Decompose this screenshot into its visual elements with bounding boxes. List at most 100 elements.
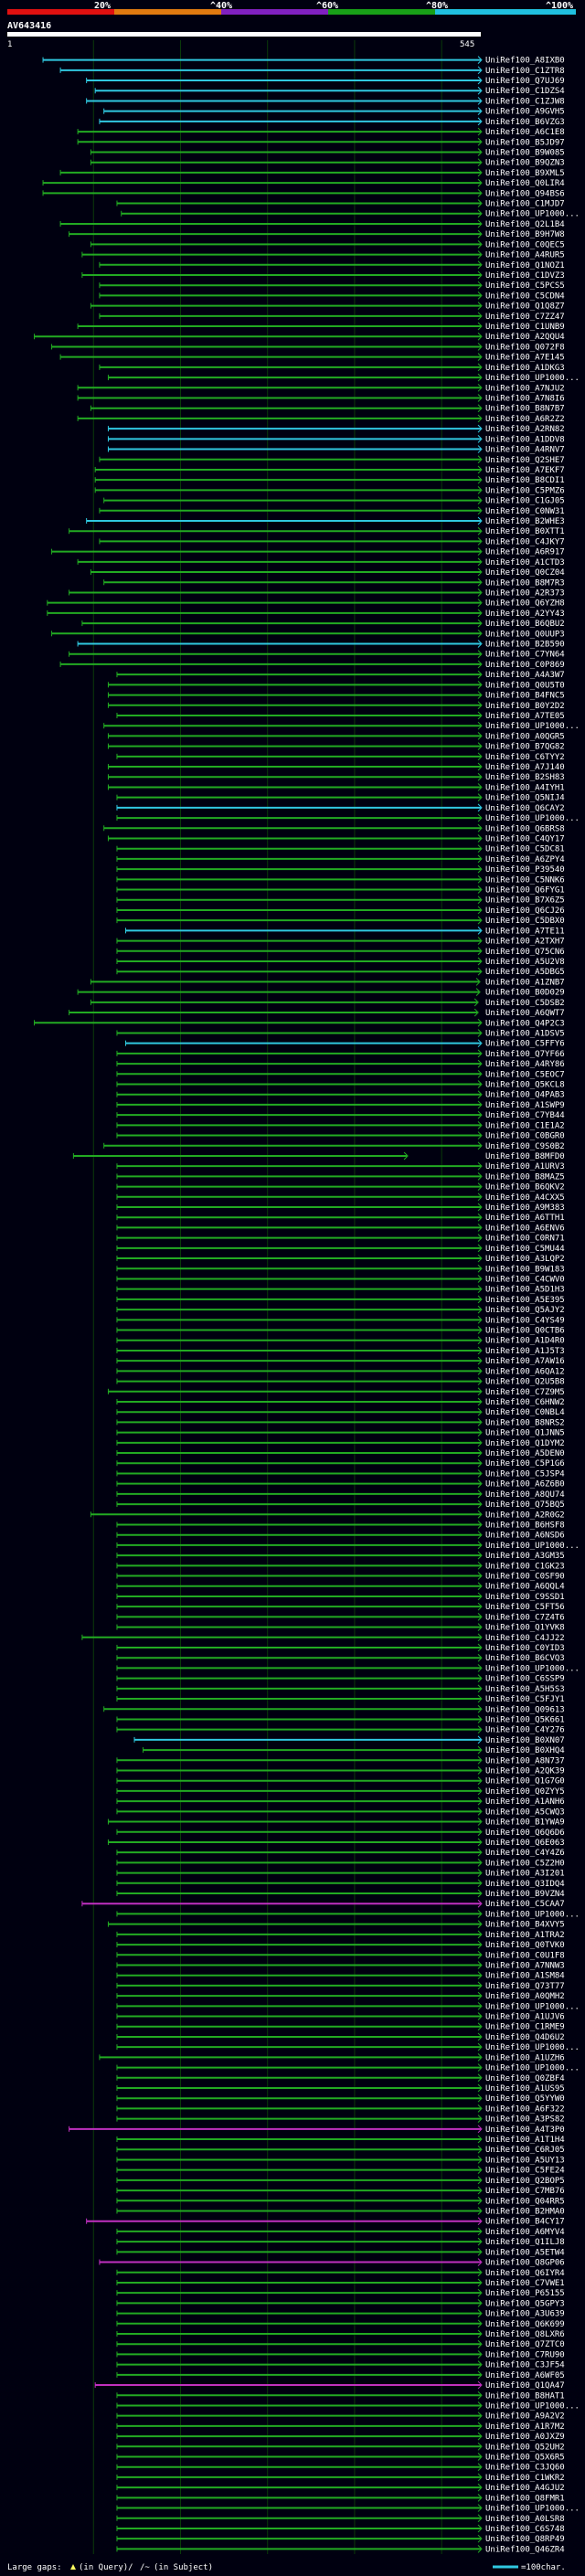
hit-row[interactable]: UniRef100_B4FNC5 (107, 691, 565, 701)
hit-label[interactable]: UniRef100_C1WKR2 (485, 2474, 565, 2483)
hit-row[interactable]: UniRef100_B0Y2D2 (107, 701, 565, 711)
hit-row[interactable]: UniRef100_C5DBX0 (116, 916, 565, 926)
hit-label[interactable]: UniRef100_A5UY13 (485, 2156, 565, 2165)
hit-row[interactable]: UniRef100_C0RN71 (116, 1234, 565, 1244)
hit-row[interactable]: UniRef100_Q5NIJ4 (116, 793, 565, 803)
hit-row[interactable]: UniRef100_B9QZN3 (90, 158, 565, 168)
hit-label[interactable]: UniRef100_A2TXH7 (485, 938, 565, 947)
hit-row[interactable]: UniRef100_Q2BOP5 (116, 2176, 565, 2186)
hit-row[interactable]: UniRef100_B9XML5 (59, 168, 565, 178)
hit-row[interactable]: UniRef100_C1MJD7 (116, 199, 565, 209)
hit-label[interactable]: UniRef100_C0P869 (485, 661, 565, 670)
hit-label[interactable]: UniRef100_B2WHE3 (485, 517, 565, 526)
hit-row[interactable]: UniRef100_B9H7W8 (69, 229, 565, 239)
hit-label[interactable]: UniRef100_A4T3P0 (485, 2125, 565, 2135)
hit-label[interactable]: UniRef100_Q2U5B8 (485, 1378, 565, 1387)
hit-label[interactable]: UniRef100_C5FT56 (485, 1603, 565, 1612)
hit-label[interactable]: UniRef100_Q0LIR4 (485, 179, 565, 188)
hit-label[interactable]: UniRef100_A1D4R0 (485, 1337, 565, 1346)
hit-label[interactable]: UniRef100_C5NNK6 (485, 875, 565, 885)
hit-label[interactable]: UniRef100_Q8LXR6 (485, 2330, 565, 2339)
hit-row[interactable]: UniRef100_Q0CTB6 (116, 1326, 565, 1336)
hit-label[interactable]: UniRef100_UP1000... (485, 210, 580, 219)
hit-row[interactable]: UniRef100_A8QU74 (116, 1489, 565, 1500)
hit-row[interactable]: UniRef100_A5ETW4 (116, 2247, 565, 2257)
hit-label[interactable]: UniRef100_A9A2V2 (485, 2412, 565, 2422)
hit-label[interactable]: UniRef100_C1ZJW8 (485, 97, 565, 106)
hit-label[interactable]: UniRef100_A8QU74 (485, 1490, 565, 1500)
hit-row[interactable]: UniRef100_Q5GPY3 (116, 2299, 565, 2308)
hit-row[interactable]: UniRef100_C5CDN4 (99, 292, 565, 301)
hit-row[interactable]: UniRef100_A2RN82 (107, 424, 565, 434)
hit-label[interactable]: UniRef100_C1DVZ3 (485, 271, 565, 281)
hit-row[interactable]: UniRef100_B8M7R3 (103, 578, 565, 588)
hit-label[interactable]: UniRef100_A1ZNB7 (485, 978, 565, 987)
hit-label[interactable]: UniRef100_A6ENV6 (485, 1224, 565, 1233)
hit-row[interactable]: UniRef100_Q0CZ04 (90, 567, 565, 578)
hit-row[interactable]: UniRef100_A1DKG3 (99, 363, 565, 373)
hit-label[interactable]: UniRef100_C7VWE1 (485, 2279, 565, 2288)
hit-row[interactable]: UniRef100_UP1000... (107, 373, 580, 383)
hit-label[interactable]: UniRef100_A1R7M2 (485, 2422, 565, 2432)
hit-label[interactable]: UniRef100_P39540 (485, 865, 565, 875)
hit-label[interactable]: UniRef100_C3JQ60 (485, 2464, 565, 2473)
hit-row[interactable]: UniRef100_Q0U5T0 (107, 681, 565, 690)
hit-label[interactable]: UniRef100_C7MB76 (485, 2187, 565, 2196)
hit-label[interactable]: UniRef100_A6R917 (485, 548, 565, 557)
hit-label[interactable]: UniRef100_A9M383 (485, 1203, 565, 1213)
hit-label[interactable]: UniRef100_C6TYY2 (485, 753, 565, 762)
hit-row[interactable]: UniRef100_Q6K699 (116, 2319, 565, 2329)
hit-row[interactable]: UniRef100_UP1000... (116, 1910, 580, 1919)
hit-label[interactable]: UniRef100_A7NNW3 (485, 1961, 565, 1970)
hit-label[interactable]: UniRef100_UP1000... (485, 1910, 580, 1919)
hit-label[interactable]: UniRef100_A4CXX5 (485, 1193, 565, 1203)
hit-label[interactable]: UniRef100_C5FE24 (485, 2167, 565, 2176)
hit-row[interactable]: UniRef100_A4CXX5 (116, 1193, 565, 1203)
hit-row[interactable]: UniRef100_A7AW16 (116, 1356, 565, 1366)
hit-row[interactable]: UniRef100_A2R0G2 (90, 1510, 565, 1520)
hit-row[interactable]: UniRef100_C0P869 (59, 660, 565, 670)
hit-label[interactable]: UniRef100_A5H5S3 (485, 1685, 565, 1694)
hit-row[interactable]: UniRef100_C4JJ22 (81, 1633, 565, 1643)
hit-label[interactable]: UniRef100_Q7UJ69 (485, 77, 565, 86)
hit-label[interactable]: UniRef100_C1MJD7 (485, 200, 565, 209)
hit-label[interactable]: UniRef100_Q04RR5 (485, 2197, 565, 2206)
hit-label[interactable]: UniRef100_C4Y4Z6 (485, 1849, 565, 1858)
hit-label[interactable]: UniRef100_A5ETW4 (485, 2248, 565, 2257)
hit-row[interactable]: UniRef100_C6SSP9 (116, 1674, 565, 1684)
hit-label[interactable]: UniRef100_A0QMH2 (485, 1992, 565, 2001)
hit-row[interactable]: UniRef100_A4GJU2 (116, 2483, 565, 2493)
hit-row[interactable]: UniRef100_B0XTT1 (69, 526, 565, 536)
hit-row[interactable]: UniRef100_A7J140 (107, 762, 565, 772)
hit-label[interactable]: UniRef100_C5PCS5 (485, 281, 565, 291)
hit-row[interactable]: UniRef100_A6C1E8 (77, 127, 565, 137)
hit-label[interactable]: UniRef100_B6HSF8 (485, 1521, 565, 1530)
hit-row[interactable]: UniRef100_A1DDV8 (107, 434, 565, 444)
hit-label[interactable]: UniRef100_A3LQP2 (485, 1255, 565, 1264)
hit-label[interactable]: UniRef100_P65155 (485, 2289, 565, 2298)
hit-label[interactable]: UniRef100_A1SM84 (485, 1972, 565, 1981)
hit-row[interactable]: UniRef100_Q8RP49 (116, 2534, 565, 2544)
hit-label[interactable]: UniRef100_B9W183 (485, 1265, 565, 1274)
hit-row[interactable]: UniRef100_Q75CN6 (116, 947, 565, 957)
hit-row[interactable]: UniRef100_A4A3W7 (116, 670, 565, 680)
hit-label[interactable]: UniRef100_Q3IDQ4 (485, 1880, 565, 1889)
hit-label[interactable]: UniRef100_UP1000... (485, 1664, 580, 1673)
hit-label[interactable]: UniRef100_Q46ZR4 (485, 2545, 565, 2554)
hit-row[interactable]: UniRef100_A0QMH2 (116, 1991, 565, 2001)
hit-row[interactable]: UniRef100_C6S748 (116, 2524, 565, 2534)
hit-label[interactable]: UniRef100_Q1Q8Z7 (485, 302, 565, 312)
hit-label[interactable]: UniRef100_C9S0B2 (485, 1142, 565, 1151)
hit-row[interactable]: UniRef100_A1TRA2 (116, 1930, 565, 1940)
hit-row[interactable]: UniRef100_A4RNV7 (107, 445, 565, 455)
hit-row[interactable]: UniRef100_C0YID3 (116, 1643, 565, 1653)
hit-row[interactable]: UniRef100_C7YN64 (69, 650, 565, 660)
hit-row[interactable]: UniRef100_A7TE11 (125, 927, 565, 936)
hit-row[interactable]: UniRef100_A1ANH6 (116, 1797, 565, 1807)
hit-label[interactable]: UniRef100_C7Z9M5 (485, 1388, 565, 1397)
hit-row[interactable]: UniRef100_C5CAA7 (81, 1899, 565, 1909)
hit-label[interactable]: UniRef100_Q8RP49 (485, 2535, 565, 2544)
hit-row[interactable]: UniRef100_Q0ZYY5 (116, 1786, 565, 1797)
hit-label[interactable]: UniRef100_A3PS82 (485, 2115, 565, 2125)
hit-row[interactable]: UniRef100_C1E1A2 (116, 1120, 565, 1130)
